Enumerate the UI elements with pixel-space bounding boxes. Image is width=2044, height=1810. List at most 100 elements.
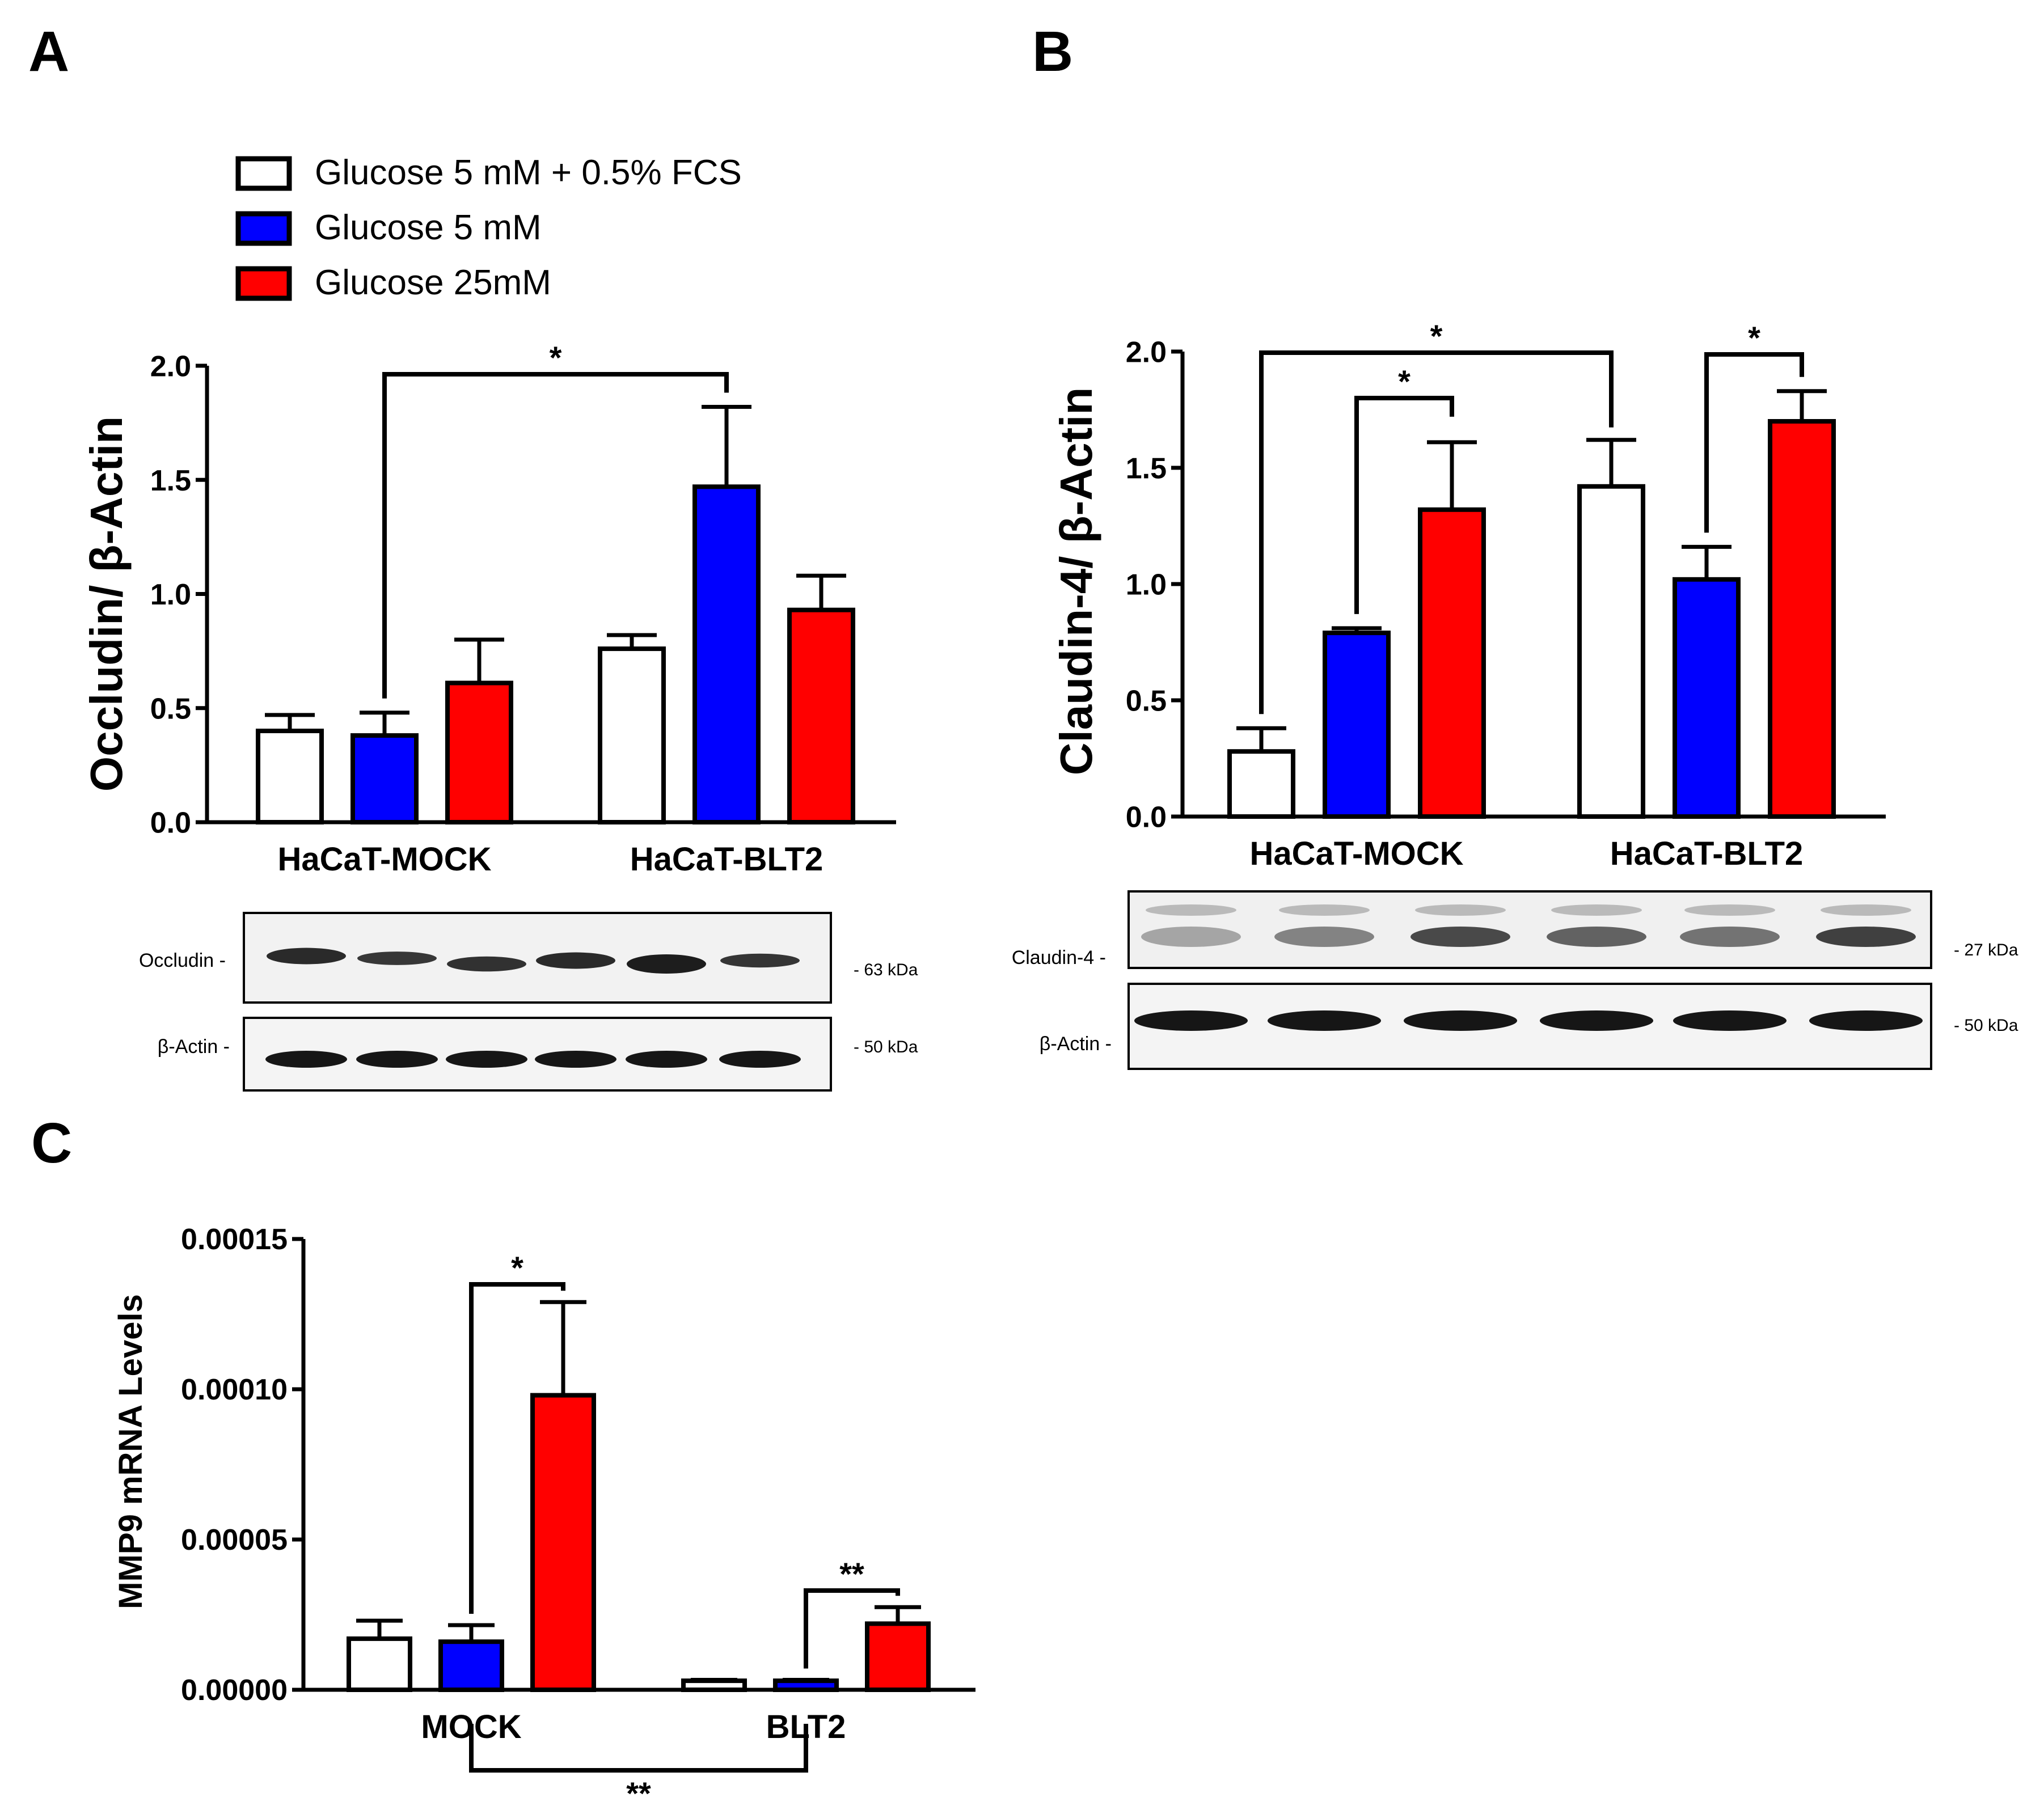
bar-mock-glucose-5-mm	[438, 1639, 504, 1692]
blot-band	[720, 953, 800, 968]
panel-letter-a: A	[28, 20, 69, 83]
significance-bracket: **	[804, 1556, 900, 1669]
blot-band	[356, 1051, 438, 1068]
blot-band	[536, 952, 615, 969]
y-tick-label: 1.0	[1126, 569, 1167, 602]
blot-b-bands	[1134, 904, 1923, 1031]
y-tick-label: 1.5	[150, 464, 191, 497]
blot-b-claudin-kda: - 27 kDa	[1954, 941, 2018, 959]
bar-hacat-blt2-glucose-5-mm	[1673, 577, 1741, 819]
y-tick-label: 0.0	[150, 807, 191, 840]
blot-a: Occludin - β-Actin - - 63 kDa - 50 kDa	[139, 912, 918, 1092]
blot-a-actin-label: β-Actin -	[158, 1036, 230, 1058]
blot-band	[265, 1051, 347, 1068]
blot-band	[1141, 927, 1241, 947]
blot-b: Claudin-4 - β-Actin - - 27 kDa - 50 kDa	[1012, 890, 2018, 1070]
bar-hacat-mock-glucose-5-mm	[1323, 631, 1391, 819]
bar-hacat-mock-glucose-25mm	[1418, 507, 1486, 819]
blot-band	[1134, 1010, 1248, 1031]
blot-band	[447, 956, 526, 972]
legend-swatch-white	[235, 156, 292, 191]
bracket-line	[1259, 350, 1614, 714]
category-label-hacat-blt2: HaCaT-BLT2	[630, 841, 823, 878]
y-tick-label: 0.0	[1126, 801, 1167, 834]
blot-band	[1410, 927, 1510, 947]
blot-band	[719, 1051, 801, 1068]
significance-label: **	[839, 1556, 864, 1592]
chart-a-y-title: Occludin/ β-Actin	[81, 416, 132, 792]
y-tick-label: 1.0	[150, 578, 191, 611]
significance-bracket: *	[1259, 318, 1614, 714]
chart-b-plot: 0.0 0.5 1.0 1.5 2.0 HaCaT-MOCK HaCaT-BLT2 * * *	[1126, 318, 1886, 872]
blot-band	[1547, 927, 1646, 947]
blot-band	[1415, 904, 1506, 916]
blot-b-actin-label: β-Actin -	[1040, 1033, 1112, 1055]
blot-a-occludin-label: Occludin -	[139, 950, 226, 971]
bar-hacat-blt2-glucose-5-mm-0-5-fcs	[598, 646, 666, 824]
blot-band	[1680, 927, 1780, 947]
chart-c-y-title: MMP9 mRNA Levels	[112, 1294, 149, 1609]
bracket-line	[804, 1588, 900, 1669]
category-label-hacat-blt2: HaCaT-BLT2	[1610, 835, 1804, 872]
blot-b-claudin-frame	[1127, 890, 1932, 969]
bar-mock-glucose-5-mm-0-5-fcs	[347, 1636, 412, 1692]
blot-band	[1540, 1010, 1653, 1031]
bar-hacat-blt2-glucose-5-mm	[692, 484, 761, 824]
bar-hacat-mock-glucose-5-mm-0-5-fcs	[256, 729, 324, 824]
blot-band	[1268, 1010, 1381, 1031]
bar-hacat-mock-glucose-5-mm-0-5-fcs	[1227, 749, 1295, 819]
bar-hacat-blt2-glucose-5-mm-0-5-fcs	[1577, 484, 1645, 819]
significance-bracket: **	[469, 1724, 808, 1810]
significance-label: **	[626, 1775, 651, 1810]
legend-label-red: Glucose 25mM	[315, 263, 551, 302]
blot-band	[1279, 904, 1370, 916]
blot-a-actin-kda: - 50 kDa	[854, 1038, 918, 1056]
blot-a-bands	[265, 948, 801, 1068]
chart-a: 0.0 0.5 1.0 1.5 2.0 HaCaT-MOCK HaCaT-BLT2 * Occ…	[81, 340, 896, 878]
significance-label: *	[1430, 318, 1443, 354]
significance-bracket: *	[1704, 320, 1804, 533]
blot-band	[627, 954, 706, 974]
bar-hacat-mock-glucose-5-mm	[350, 733, 419, 825]
bar-hacat-blt2-glucose-25mm	[787, 607, 855, 825]
y-tick-label: 2.0	[1126, 336, 1167, 369]
panel-letter-b: B	[1032, 20, 1073, 83]
y-tick-label: 0.00000	[181, 1674, 288, 1707]
category-label-hacat-mock: HaCaT-MOCK	[1249, 835, 1463, 872]
bracket-line	[382, 372, 729, 699]
bar-blt2-glucose-5-mm	[773, 1678, 839, 1693]
significance-bracket: *	[1354, 363, 1454, 614]
blot-a-occludin-kda: - 63 kDa	[854, 961, 918, 979]
significance-bracket: *	[382, 340, 729, 699]
blot-band	[1673, 1010, 1787, 1031]
blot-band	[357, 951, 437, 965]
blot-band	[1809, 1010, 1923, 1031]
legend-label-blue: Glucose 5 mM	[315, 208, 542, 247]
y-tick-label: 0.5	[150, 692, 191, 725]
category-label-hacat-mock: HaCaT-MOCK	[277, 841, 491, 878]
significance-bracket: *	[469, 1250, 565, 1614]
y-tick-label: 0.00010	[181, 1373, 288, 1406]
blot-band	[535, 1051, 616, 1068]
blot-band	[267, 948, 346, 965]
significance-label: *	[1748, 320, 1760, 356]
bar-hacat-blt2-glucose-25mm	[1768, 419, 1836, 819]
y-tick-label: 0.00005	[181, 1524, 288, 1557]
bracket-line	[469, 1724, 808, 1773]
blot-band	[1404, 1010, 1517, 1031]
chart-a-plot: 0.0 0.5 1.0 1.5 2.0 HaCaT-MOCK HaCaT-BLT2 *	[150, 340, 896, 878]
bracket-line	[1354, 396, 1454, 614]
chart-b: 0.0 0.5 1.0 1.5 2.0 HaCaT-MOCK HaCaT-BLT2 * * * C…	[1051, 318, 1886, 872]
y-tick-label: 0.00015	[181, 1223, 288, 1256]
blot-band	[446, 1051, 527, 1068]
blot-band	[1816, 927, 1916, 947]
chart-b-y-title: Claudin-4/ β-Actin	[1051, 387, 1101, 775]
blot-band	[1821, 904, 1911, 916]
bar-blt2-glucose-5-mm-0-5-fcs	[681, 1678, 747, 1693]
legend-swatch-red	[235, 266, 292, 301]
legend-label-white: Glucose 5 mM + 0.5% FCS	[315, 153, 742, 192]
legend: Glucose 5 mM + 0.5% FCS Glucose 5 mM Glu…	[235, 153, 742, 302]
